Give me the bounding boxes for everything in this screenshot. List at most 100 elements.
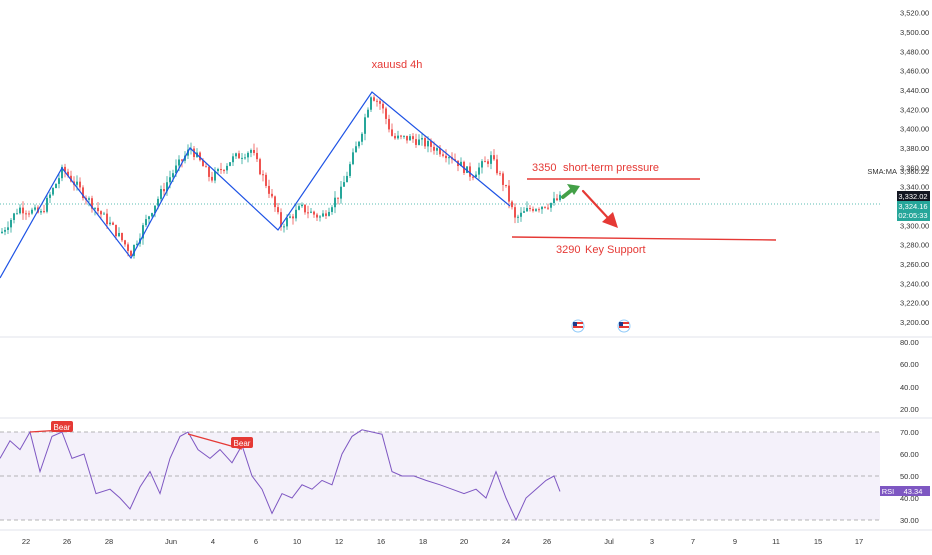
- candle-body: [532, 208, 534, 211]
- candle-body: [70, 175, 72, 182]
- candle-body: [373, 97, 375, 101]
- time-tick-label: 12: [335, 537, 343, 546]
- candle-body: [52, 187, 54, 195]
- bear-label: Bear: [234, 439, 251, 448]
- candle-body: [115, 224, 117, 237]
- candle-body: [28, 213, 30, 215]
- candle-body: [352, 152, 354, 165]
- candle-body: [556, 198, 558, 201]
- candle-body: [508, 185, 510, 202]
- candle-body: [160, 189, 162, 199]
- green-up-arrow-icon: [561, 184, 580, 199]
- candle-body: [193, 148, 195, 157]
- rsi-tick-label: 30.00: [900, 516, 919, 525]
- candle-body: [91, 198, 93, 209]
- time-tick-label: Jun: [165, 537, 177, 546]
- candle-body: [406, 135, 408, 141]
- candle-body: [502, 173, 504, 185]
- candle-body: [382, 103, 384, 109]
- price-tick-label: 3,460.00: [900, 67, 929, 76]
- candle-body: [22, 207, 24, 214]
- candle-body: [439, 148, 441, 155]
- rsi-pane[interactable]: Bear Bear: [0, 421, 880, 522]
- candle-body: [34, 207, 36, 210]
- time-tick-label: 16: [377, 537, 385, 546]
- price-box-1: [897, 191, 930, 201]
- candle-body: [334, 197, 336, 208]
- candle-body: [94, 207, 96, 209]
- candle-body: [40, 211, 42, 213]
- candle-body: [301, 204, 303, 207]
- candle-body: [430, 140, 432, 147]
- support-text: Key Support: [585, 244, 646, 256]
- candle-body: [535, 209, 537, 211]
- time-tick-label: 6: [254, 537, 258, 546]
- us-flag-event-icon[interactable]: [571, 319, 585, 333]
- candle-body: [19, 207, 21, 214]
- candle-body: [67, 171, 69, 176]
- candle-body: [169, 177, 171, 183]
- candle-body: [292, 216, 294, 219]
- price-pane[interactable]: xauusd 4h 3350 short-term pressure 3290 …: [0, 59, 880, 333]
- sma-label: SMA:MA: [867, 167, 897, 176]
- price-tick-label: 3,300.00: [900, 221, 929, 230]
- candle-body: [226, 165, 228, 171]
- bear-label-box: [231, 437, 253, 448]
- candle-body: [136, 243, 138, 245]
- time-tick-label: 10: [293, 537, 301, 546]
- candle-body: [130, 250, 132, 256]
- candle-body: [322, 213, 324, 217]
- candle-body: [523, 211, 525, 213]
- candle-body: [337, 197, 339, 199]
- candle-body: [472, 176, 474, 178]
- candle-body: [175, 165, 177, 174]
- candle-body: [61, 166, 63, 179]
- candle-body: [370, 97, 372, 110]
- candle-body: [436, 148, 438, 151]
- candle-body: [238, 153, 240, 159]
- candle-body: [424, 138, 426, 147]
- time-tick-label: 24: [502, 537, 510, 546]
- countdown-text: 02:05:33: [898, 211, 927, 220]
- candle-body: [259, 159, 261, 175]
- candle-body: [391, 129, 393, 136]
- candle-body: [433, 146, 435, 151]
- support-level-label: 3290: [556, 244, 580, 256]
- candle-body: [469, 166, 471, 177]
- candle-body: [142, 225, 144, 239]
- candle-body: [1, 231, 3, 234]
- time-axis[interactable]: 22 26 28 Jun 4 6 10 12 16 18 20 24 26 Jul 3 7 9 11 15 17: [22, 537, 863, 546]
- candle-body: [343, 182, 345, 187]
- candle-body: [220, 168, 222, 171]
- candle-body: [106, 213, 108, 225]
- candle-body: [490, 155, 492, 164]
- candle-body: [7, 227, 9, 230]
- candle-body: [271, 193, 273, 197]
- candle-body: [283, 226, 285, 228]
- candle-body: [229, 162, 231, 166]
- candle-body: [400, 135, 402, 137]
- time-tick-label: 28: [105, 537, 113, 546]
- time-tick-label: 26: [543, 537, 551, 546]
- candle-body: [145, 219, 147, 226]
- candle-body: [307, 212, 309, 214]
- candle-body: [199, 152, 201, 161]
- candle-body: [178, 159, 180, 166]
- candle-body: [538, 209, 540, 211]
- us-flag-event-icon[interactable]: [617, 319, 631, 333]
- candle-body: [403, 135, 405, 137]
- candle-body: [346, 175, 348, 183]
- candle-body: [394, 135, 396, 139]
- candle-body: [133, 244, 135, 256]
- candle-body: [418, 139, 420, 145]
- candle-body: [10, 219, 12, 228]
- candle-body: [157, 198, 159, 206]
- candle-body: [262, 174, 264, 176]
- candle-body: [121, 232, 123, 241]
- candle-body: [415, 139, 417, 145]
- candle-body: [484, 161, 486, 163]
- candle-body: [16, 213, 18, 215]
- price-tick-label: 3,200.00: [900, 318, 929, 327]
